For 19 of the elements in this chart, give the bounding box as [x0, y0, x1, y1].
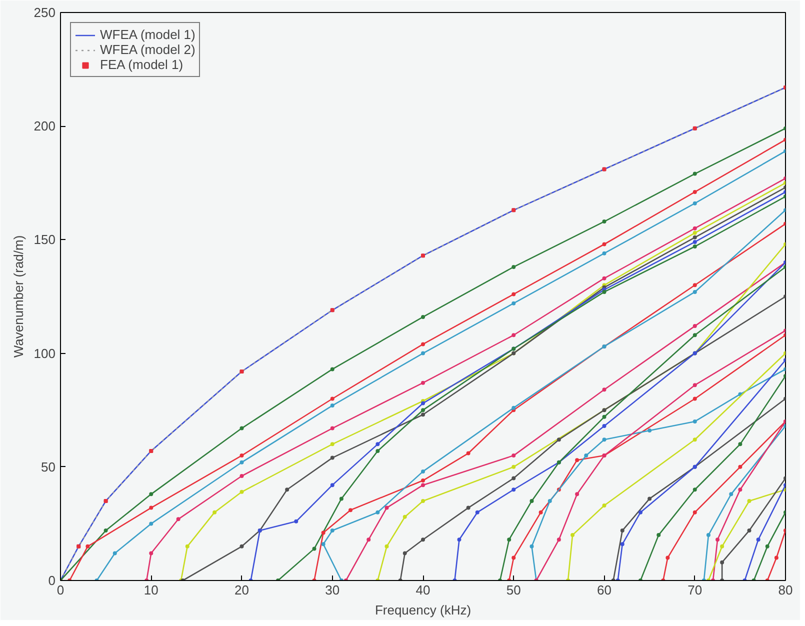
legend-label: WFEA (model 2) [100, 42, 196, 57]
y-tick-label: 200 [34, 118, 56, 134]
y-tick-label: 0 [48, 573, 56, 588]
x-tick-label: 70 [688, 582, 702, 598]
legend-label: WFEA (model 1) [100, 27, 196, 42]
y-tick-label: 100 [34, 346, 56, 361]
y-axis-title: Wavenumber (rad/m) [10, 235, 26, 358]
x-tick-label: 60 [597, 582, 612, 598]
x-tick-label: 80 [778, 582, 793, 598]
x-tick-label: 40 [416, 582, 430, 598]
y-tick-label: 50 [41, 459, 56, 474]
x-tick-label: 20 [234, 582, 249, 598]
legend-label: FEA (model 1) [100, 57, 184, 72]
x-tick-label: 10 [144, 582, 158, 598]
x-tick-label: 50 [506, 582, 521, 598]
y-tick-label: 150 [34, 232, 56, 248]
y-tick-label: 250 [34, 5, 56, 20]
x-tick-label: 30 [325, 582, 340, 598]
x-axis-title: Frequency (kHz) [374, 602, 472, 618]
